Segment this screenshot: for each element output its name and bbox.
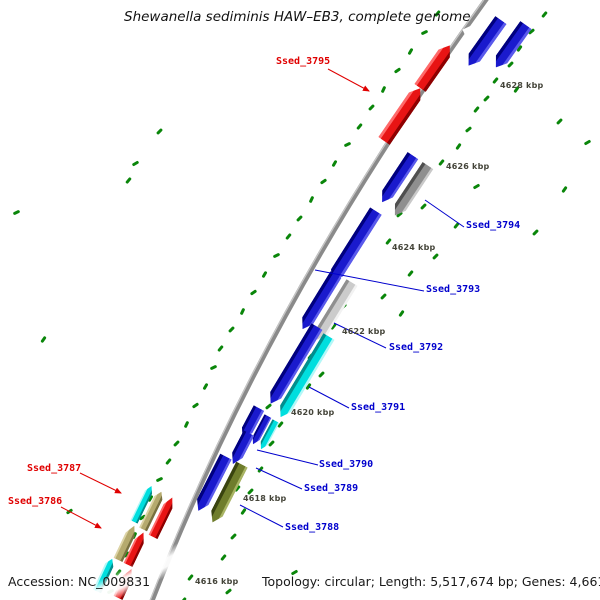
gene-label-ssed_3795[interactable]: Ssed_3795 xyxy=(276,56,331,67)
tick-label-4620kbp: 4620 kbp xyxy=(291,408,335,417)
gene-label-ssed_3794[interactable]: Ssed_3794 xyxy=(466,220,521,231)
gene-label-ssed_3793[interactable]: Ssed_3793 xyxy=(426,284,481,295)
gene-label-ssed_3789[interactable]: Ssed_3789 xyxy=(304,483,359,494)
tick-label-4622kbp: 4622 kbp xyxy=(342,327,386,336)
topology-text: Topology: circular; Length: 5,517,674 bp… xyxy=(262,574,600,589)
tick-label-4618kbp: 4618 kbp xyxy=(243,494,287,503)
gene-label-ssed_3790[interactable]: Ssed_3790 xyxy=(319,459,374,470)
gene-label-ssed_3786[interactable]: Ssed_3786 xyxy=(8,496,63,507)
gene-label-ssed_3787[interactable]: Ssed_3787 xyxy=(27,463,82,474)
gene-label-ssed_3788[interactable]: Ssed_3788 xyxy=(285,522,340,533)
gene-label-ssed_3792[interactable]: Ssed_3792 xyxy=(389,342,444,353)
gene-label-ssed_3791[interactable]: Ssed_3791 xyxy=(351,402,406,413)
page-title: Shewanella sediminis HAW–EB3, complete g… xyxy=(124,9,471,25)
accession-text: Accession: NC_009831 xyxy=(8,574,151,589)
tick-label-4626kbp: 4626 kbp xyxy=(446,162,490,171)
tick-label-4616kbp: 4616 kbp xyxy=(195,577,239,586)
tick-label-4628kbp: 4628 kbp xyxy=(500,81,544,90)
tick-label-4624kbp: 4624 kbp xyxy=(392,243,436,252)
